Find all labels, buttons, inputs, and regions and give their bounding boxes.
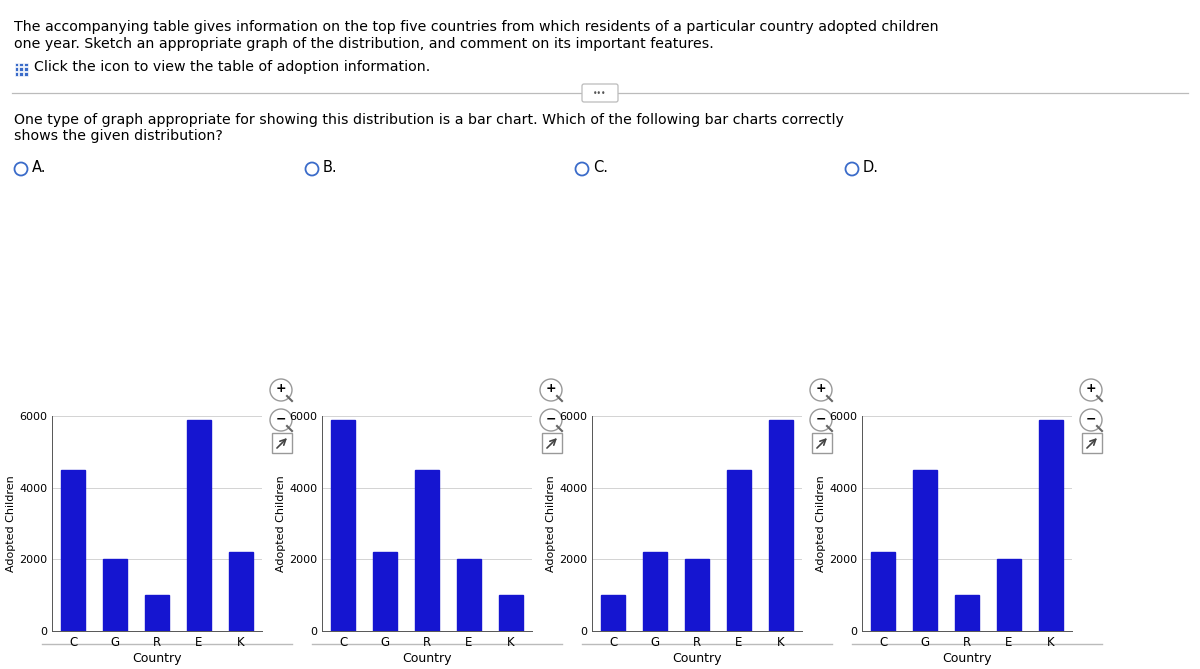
Y-axis label: Adopted Children: Adopted Children	[6, 475, 17, 572]
Bar	[14, 67, 18, 71]
Bar	[1039, 419, 1062, 631]
FancyBboxPatch shape	[582, 84, 618, 102]
Bar	[499, 595, 522, 631]
Text: −: −	[1086, 413, 1097, 425]
Bar	[769, 419, 792, 631]
Circle shape	[810, 379, 832, 401]
Bar	[871, 552, 894, 631]
Y-axis label: Adopted Children: Adopted Children	[816, 475, 827, 572]
Bar	[331, 419, 354, 631]
Bar	[997, 559, 1020, 631]
Bar	[601, 595, 624, 631]
Text: D.: D.	[863, 161, 878, 175]
X-axis label: Country: Country	[402, 652, 451, 664]
Bar	[187, 419, 210, 631]
Bar	[103, 559, 126, 631]
Text: −: −	[276, 413, 287, 425]
Text: +: +	[1086, 383, 1097, 395]
Circle shape	[1080, 379, 1102, 401]
Text: Click the icon to view the table of adoption information.: Click the icon to view the table of adop…	[34, 60, 431, 74]
Circle shape	[540, 409, 562, 431]
Bar	[19, 67, 23, 71]
Text: The accompanying table gives information on the top five countries from which re: The accompanying table gives information…	[14, 20, 938, 34]
Bar	[457, 559, 480, 631]
X-axis label: Country: Country	[672, 652, 721, 664]
FancyBboxPatch shape	[542, 433, 562, 453]
Text: −: −	[816, 413, 827, 425]
Bar	[145, 595, 168, 631]
Text: one year. Sketch an appropriate graph of the distribution, and comment on its im: one year. Sketch an appropriate graph of…	[14, 37, 714, 51]
Circle shape	[540, 379, 562, 401]
Bar	[24, 67, 28, 71]
Text: One type of graph appropriate for showing this distribution is a bar chart. Whic: One type of graph appropriate for showin…	[14, 113, 844, 127]
Bar	[14, 62, 18, 66]
Bar	[24, 62, 28, 66]
Text: +: +	[546, 383, 557, 395]
FancyBboxPatch shape	[1082, 433, 1102, 453]
Text: A.: A.	[32, 161, 47, 175]
Bar	[685, 559, 708, 631]
Bar	[229, 552, 252, 631]
Bar	[727, 470, 750, 631]
Text: +: +	[816, 383, 827, 395]
Circle shape	[810, 409, 832, 431]
FancyBboxPatch shape	[812, 433, 832, 453]
X-axis label: Country: Country	[942, 652, 991, 664]
Bar	[913, 470, 936, 631]
X-axis label: Country: Country	[132, 652, 181, 664]
Bar	[61, 470, 84, 631]
Bar	[19, 62, 23, 66]
Bar	[955, 595, 978, 631]
Bar	[24, 72, 28, 76]
Bar	[373, 552, 396, 631]
FancyBboxPatch shape	[272, 433, 292, 453]
Circle shape	[270, 379, 292, 401]
Text: +: +	[276, 383, 287, 395]
Bar	[643, 552, 666, 631]
Circle shape	[270, 409, 292, 431]
Y-axis label: Adopted Children: Adopted Children	[546, 475, 557, 572]
Y-axis label: Adopted Children: Adopted Children	[276, 475, 287, 572]
Bar	[19, 72, 23, 76]
Circle shape	[1080, 409, 1102, 431]
Text: B.: B.	[323, 161, 337, 175]
Text: C.: C.	[593, 161, 608, 175]
Text: shows the given distribution?: shows the given distribution?	[14, 129, 223, 143]
Bar	[415, 470, 438, 631]
Bar	[14, 72, 18, 76]
Text: •••: •••	[593, 88, 607, 98]
Text: −: −	[546, 413, 557, 425]
